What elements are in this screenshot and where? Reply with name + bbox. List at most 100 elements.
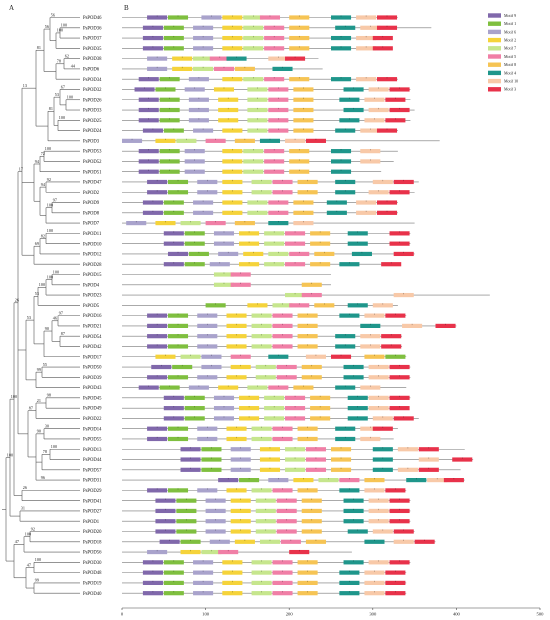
motif-box-motif-3 bbox=[389, 107, 410, 113]
motif-box-motif-6 bbox=[197, 436, 218, 442]
motif-box-motif-7 bbox=[247, 87, 268, 92]
motif-box-motif-2 bbox=[218, 385, 239, 390]
motif-box-motif-5 bbox=[276, 375, 297, 380]
motif-box-motif-2 bbox=[239, 416, 260, 421]
motif-box-motif-6 bbox=[230, 467, 251, 472]
bootstrap-value: 72 bbox=[41, 151, 45, 156]
motif-box-motif-1 bbox=[159, 159, 180, 164]
motif-box-motif-6 bbox=[147, 56, 168, 61]
motif-box-motif-10 bbox=[360, 25, 381, 30]
motif-box-motif-2 bbox=[226, 488, 247, 493]
motif-box-motif-8 bbox=[289, 15, 310, 20]
motif-box-motif-5 bbox=[268, 128, 289, 133]
motif-box-motif-10 bbox=[368, 190, 389, 195]
motif-box-motif-4 bbox=[343, 87, 364, 92]
bootstrap-value: 17 bbox=[19, 167, 23, 172]
bootstrap-value: 47 bbox=[27, 562, 31, 567]
motif-box-motif-9 bbox=[163, 262, 184, 267]
gene-label-pspod9: PsPOD9 bbox=[83, 201, 100, 206]
motif-box-motif-8 bbox=[293, 118, 314, 123]
motif-box-motif-3 bbox=[418, 467, 439, 472]
legend-swatch-motif-5 bbox=[488, 54, 501, 59]
motif-box-motif-2 bbox=[226, 313, 247, 318]
motif-box-motif-3 bbox=[331, 354, 352, 359]
motif-box-motif-1 bbox=[176, 508, 197, 514]
motif-box-motif-1 bbox=[159, 107, 180, 113]
bootstrap-value: 13 bbox=[23, 83, 27, 88]
motif-box-motif-2 bbox=[172, 56, 193, 61]
motif-box-motif-4 bbox=[335, 128, 356, 133]
motif-box-motif-10 bbox=[360, 159, 381, 164]
motif-box-motif-10 bbox=[360, 334, 381, 339]
motif-box-motif-7 bbox=[243, 46, 264, 51]
motif-box-motif-7 bbox=[251, 580, 272, 585]
motif-box-motif-3 bbox=[381, 334, 402, 339]
motif-box-motif-5 bbox=[285, 241, 306, 246]
motif-box-motif-8 bbox=[293, 385, 314, 390]
bootstrap-value: 69 bbox=[35, 241, 39, 246]
motif-box-motif-8 bbox=[293, 87, 314, 92]
motif-box-motif-8 bbox=[289, 77, 310, 82]
motif-box-motif-8 bbox=[293, 97, 314, 102]
motif-box-motif-1 bbox=[385, 354, 406, 359]
motif-box-motif-8 bbox=[293, 200, 314, 205]
gene-label-pspod42: PsPOD42 bbox=[83, 345, 102, 350]
motif-box-motif-2 bbox=[239, 406, 260, 411]
gene-label-pspod6: PsPOD6 bbox=[83, 68, 100, 73]
gene-label-pspod1: PsPOD1 bbox=[83, 520, 100, 525]
motif-box-motif-3 bbox=[372, 46, 393, 51]
motif-box-motif-8 bbox=[297, 488, 318, 493]
motif-box-motif-9 bbox=[147, 190, 168, 195]
bootstrap-value: 67 bbox=[61, 84, 65, 89]
motif-box-motif-6 bbox=[147, 66, 168, 71]
motif-box-motif-2 bbox=[222, 35, 243, 41]
motif-box-motif-5 bbox=[205, 221, 226, 226]
legend-swatch-motif-9 bbox=[488, 13, 501, 18]
motif-box-motif-10 bbox=[397, 467, 418, 472]
phylogenetic-tree: 1001005644627856100671005381811007292971… bbox=[2, 12, 80, 594]
motif-box-motif-2 bbox=[226, 344, 247, 349]
motif-box-motif-7 bbox=[251, 190, 272, 195]
motif-box-motif-10 bbox=[364, 118, 385, 123]
motif-box-motif-1 bbox=[159, 118, 180, 123]
legend-swatch-motif-1 bbox=[488, 21, 501, 26]
motif-box-motif-9 bbox=[155, 498, 176, 503]
motif-box-motif-7 bbox=[251, 488, 272, 493]
motif-box-motif-5 bbox=[209, 56, 230, 61]
motif-box-motif-9 bbox=[159, 539, 180, 544]
motif-box-motif-3 bbox=[393, 179, 414, 185]
x-axis-tick-label: 0 bbox=[121, 612, 124, 617]
motif-box-motif-4 bbox=[339, 570, 360, 575]
motif-box-motif-4 bbox=[326, 200, 347, 205]
motif-box-motif-4 bbox=[343, 364, 364, 370]
legend-label-motif-5: Motif 5 bbox=[504, 54, 516, 59]
motif-box-motif-5 bbox=[289, 251, 310, 257]
motif-box-motif-8 bbox=[297, 560, 318, 565]
gene-label-pspod52: PsPOD52 bbox=[83, 160, 102, 165]
motif-box-motif-2 bbox=[222, 149, 243, 154]
motif-box-motif-5 bbox=[205, 138, 226, 143]
bootstrap-value: 55 bbox=[43, 362, 47, 367]
motif-box-motif-8 bbox=[234, 221, 255, 226]
motif-box-motif-2 bbox=[239, 231, 260, 236]
motif-box-motif-6 bbox=[197, 488, 218, 493]
bootstrap-value: 97 bbox=[59, 310, 63, 315]
motif-box-motif-4 bbox=[335, 190, 356, 195]
motif-box-motif-5 bbox=[272, 334, 293, 339]
gene-label-pspod13: PsPOD13 bbox=[83, 448, 102, 453]
legend-swatch-motif-10 bbox=[488, 78, 501, 84]
motif-box-motif-7 bbox=[180, 221, 201, 226]
motif-box-motif-3 bbox=[289, 549, 310, 555]
motif-box-motif-3 bbox=[385, 570, 406, 575]
motif-box-motif-5 bbox=[276, 519, 297, 524]
motif-box-motif-5 bbox=[268, 87, 289, 92]
motif-box-motif-2 bbox=[172, 66, 193, 71]
motif-box-motif-6 bbox=[205, 519, 226, 524]
motif-box-motif-4 bbox=[372, 467, 393, 472]
motif-box-motif-6 bbox=[193, 210, 214, 215]
bootstrap-value: 92 bbox=[47, 177, 51, 182]
motif-box-motif-9 bbox=[134, 87, 155, 92]
motif-box-motif-9 bbox=[138, 385, 159, 390]
motif-box-motif-4 bbox=[339, 97, 360, 102]
motif-box-motif-2 bbox=[222, 15, 243, 20]
